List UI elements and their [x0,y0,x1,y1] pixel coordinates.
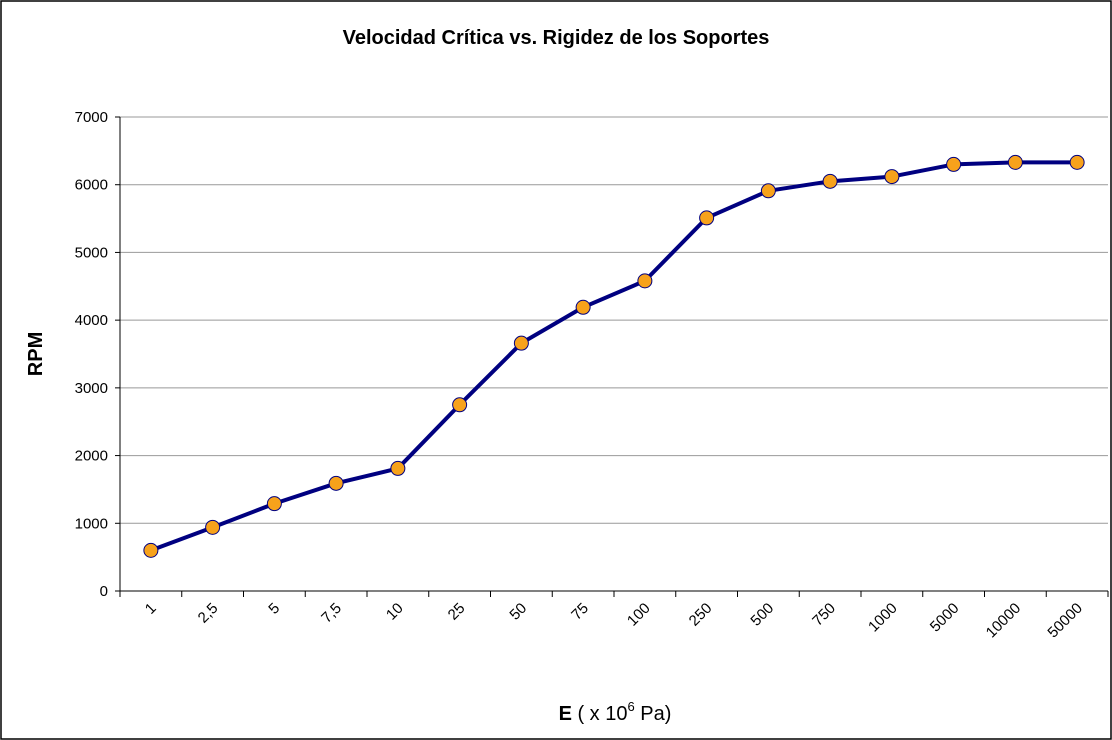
marker [760,183,776,199]
y-tick-label: 1000 [75,515,108,532]
marker [513,335,529,351]
marker [946,156,962,172]
x-axis-label-unit: Pa) [640,703,671,725]
x-axis-label-bold: E [559,703,572,725]
marker [575,299,591,315]
marker [390,460,406,476]
marker [328,475,344,491]
marker [699,210,715,226]
marker [637,273,653,289]
y-tick-label: 6000 [75,177,108,194]
x-axis-label: E ( x 106 Pa) [559,694,672,725]
y-tick-label: 7000 [75,109,108,126]
marker [266,496,282,512]
y-tick-label: 4000 [75,312,108,329]
marker [205,519,221,535]
marker [1007,154,1023,170]
marker [884,169,900,185]
marker [143,542,159,558]
line [150,160,1078,553]
y-tick-label: 0 [100,583,108,600]
marker [1069,154,1085,170]
marker [452,397,468,413]
y-tick-label: 2000 [75,448,108,465]
y-axis-label: RPM [25,332,47,376]
x-axis-label-sup: 6 [628,699,635,714]
y-tick-label: 5000 [75,244,108,261]
marker [822,173,838,189]
x-axis-label-text: ( x 10 [577,703,627,725]
chart-title: Velocidad Crítica vs. Rigidez de los Sop… [343,27,770,49]
y-tick-label: 3000 [75,380,108,397]
